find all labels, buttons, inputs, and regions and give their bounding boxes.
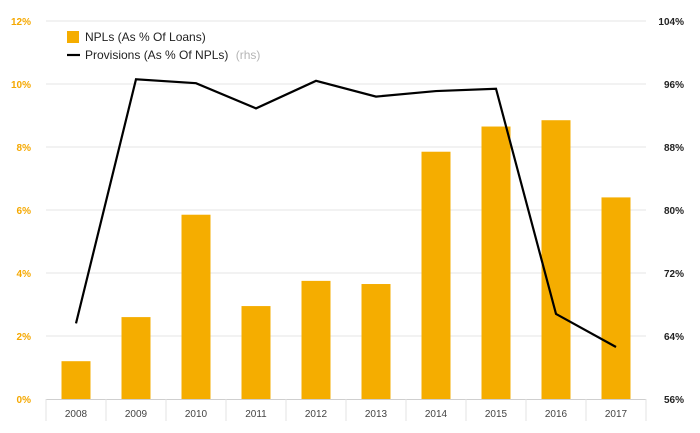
- x-tick-label-2015: 2015: [485, 409, 508, 420]
- legend-label-provisions-text: Provisions (As % Of NPLs): [85, 48, 228, 62]
- y-left-tick-label: 8%: [17, 143, 32, 154]
- legend-label-npls: NPLs (As % Of Loans): [85, 30, 206, 44]
- bar-series-npls: [61, 120, 631, 400]
- provisions-line: [74, 78, 617, 348]
- y-left-tick-label: 0%: [17, 395, 32, 406]
- x-tick-label-2016: 2016: [545, 409, 568, 420]
- y-left-tick-label: 12%: [11, 17, 31, 28]
- y-left-tick-label: 6%: [17, 206, 32, 217]
- legend-note-rhs: (rhs): [236, 48, 261, 62]
- y-right-tick-label: 96%: [664, 80, 684, 91]
- x-tick-label-2014: 2014: [425, 409, 448, 420]
- x-axis: 2008 2009 2010 2011 2012 2013 2014 2015 2016 2017: [45, 399, 647, 421]
- y-right-tick-label: 104%: [658, 17, 684, 28]
- y-axis-left: 0% 2% 4% 6% 8% 10% 12%: [11, 17, 31, 406]
- y-left-tick-label: 2%: [17, 332, 32, 343]
- y-right-tick-label: 80%: [664, 206, 684, 217]
- bar-2013: [361, 284, 391, 399]
- y-left-tick-label: 4%: [17, 269, 32, 280]
- bar-2010: [181, 214, 211, 399]
- y-right-tick-label: 88%: [664, 143, 684, 154]
- bar-2016: [541, 120, 571, 399]
- y-left-tick-label: 10%: [11, 80, 31, 91]
- bar-2014: [421, 151, 451, 399]
- x-tick-label-2012: 2012: [305, 409, 328, 420]
- y-right-tick-label: 72%: [664, 269, 684, 280]
- bar-2012: [301, 280, 331, 399]
- y-right-tick-label: 64%: [664, 332, 684, 343]
- bar-2009: [121, 317, 151, 399]
- x-tick-label-2010: 2010: [185, 409, 208, 420]
- legend-swatch-npls: [67, 31, 79, 43]
- bar-2017: [601, 197, 631, 399]
- x-tick-label-2008: 2008: [65, 409, 88, 420]
- bar-2011: [241, 306, 271, 399]
- legend-label-provisions: Provisions (As % Of NPLs) (rhs): [85, 48, 260, 62]
- x-tick-label-2017: 2017: [605, 409, 628, 420]
- x-tick-label-2013: 2013: [365, 409, 388, 420]
- y-axis-right: 56% 64% 72% 80% 88% 96% 104%: [658, 17, 684, 406]
- bar-2015: [481, 126, 511, 400]
- bar-2008: [61, 361, 91, 399]
- x-tick-label-2009: 2009: [125, 409, 148, 420]
- x-tick-label-2011: 2011: [245, 409, 267, 420]
- y-right-tick-label: 56%: [664, 395, 684, 406]
- legend: NPLs (As % Of Loans) Provisions (As % Of…: [67, 30, 260, 62]
- line-series-provisions: [74, 78, 617, 348]
